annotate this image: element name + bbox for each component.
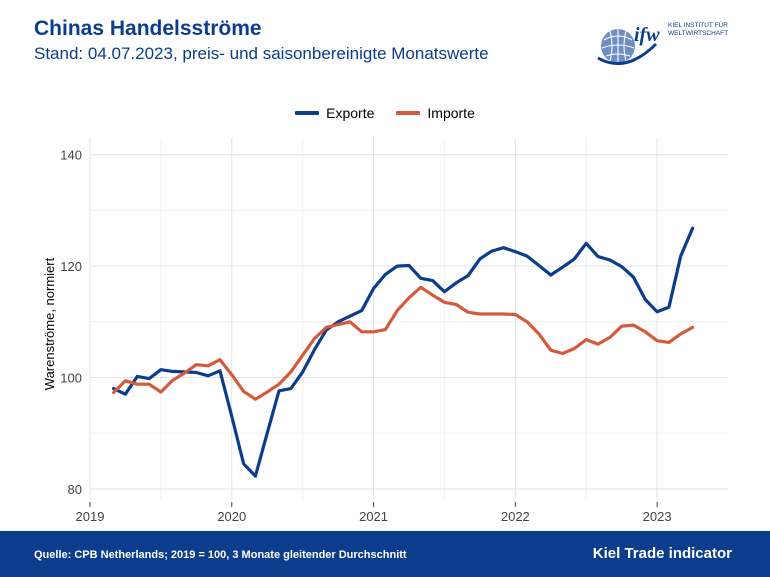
x-tick-label: 2019 [76, 509, 105, 524]
legend-label-imports: Importe [427, 105, 475, 121]
series-line-imports [111, 285, 695, 401]
y-axis: 80 100 120 140 [60, 148, 82, 497]
chart-legend: Exporte Importe [0, 105, 770, 121]
line-chart: 80 100 120 140 2019 2020 2021 2022 2023 Warenst… [42, 138, 728, 524]
legend-label-exports: Exporte [326, 105, 375, 121]
series-line-exports [111, 226, 695, 478]
grid-lines [89, 138, 728, 500]
y-tick-label: 120 [60, 259, 82, 274]
logo-line-1: KIEL INSTITUT FÜR [668, 21, 728, 29]
x-tick-label: 2020 [217, 509, 246, 524]
series-lines [111, 226, 695, 478]
x-axis: 2019 2020 2021 2022 2023 [76, 502, 672, 524]
logo-line-2: WELTWIRTSCHAFT [668, 30, 728, 37]
chart-title: Chinas Handelsströme [34, 17, 262, 40]
y-tick-label: 80 [68, 482, 82, 497]
legend-swatch-exports [295, 111, 320, 115]
brand-label: Kiel Trade indicator [592, 545, 732, 562]
x-tick-label: 2023 [643, 509, 672, 524]
source-note: Quelle: CPB Netherlands; 2019 = 100, 3 M… [34, 549, 407, 561]
y-tick-label: 140 [60, 148, 82, 163]
y-tick-label: 100 [60, 370, 82, 385]
y-axis-label: Warenströme, normiert [42, 257, 57, 390]
x-tick-label: 2021 [359, 509, 388, 524]
ifw-logo: ifw KIEL INSTITUT FÜR WELTWIRTSCHAFT [597, 21, 728, 66]
footer-bar: Quelle: CPB Netherlands; 2019 = 100, 3 M… [0, 531, 770, 577]
legend-item-imports: Importe [396, 105, 475, 121]
x-tick-label: 2022 [501, 509, 530, 524]
logo-wordmark: ifw [634, 24, 660, 46]
legend-swatch-imports [396, 111, 421, 115]
legend-item-exports: Exporte [295, 105, 374, 121]
chart-subtitle: Stand: 04.07.2023, preis- und saisonbere… [34, 44, 489, 63]
